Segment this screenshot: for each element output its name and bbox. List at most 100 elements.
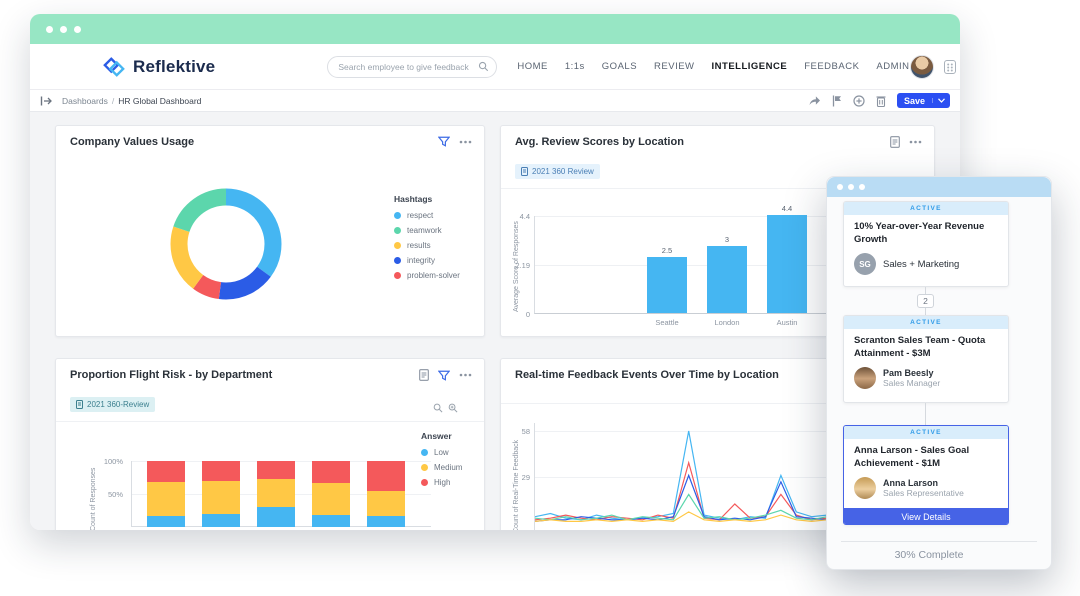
goal-owner-row: Anna Larson Sales Representative <box>844 474 1008 507</box>
dashboard-toolbar: Dashboards / HR Global Dashboard <box>30 90 960 112</box>
more-options-icon[interactable] <box>459 373 472 377</box>
y-tick: 58 <box>521 427 530 436</box>
save-dropdown-caret[interactable] <box>932 98 950 103</box>
window-control-dot[interactable] <box>74 25 81 33</box>
nav-item-review[interactable]: REVIEW <box>654 61 695 72</box>
review-cycle-tag[interactable]: 2021 360 Review <box>515 164 600 179</box>
primary-nav: HOME 1:1s GOALS REVIEW INTELLIGENCE FEED… <box>517 61 909 72</box>
line-series-dark-blue <box>535 473 827 522</box>
window-control-dot[interactable] <box>848 184 854 190</box>
goal-card-revenue-growth[interactable]: ACTIVE 10% Year-over-Year Revenue Growth… <box>843 201 1009 287</box>
window-control-dot[interactable] <box>837 184 843 190</box>
nav-item-home[interactable]: HOME <box>517 61 548 72</box>
window-control-dot[interactable] <box>46 25 53 33</box>
search-input[interactable] <box>327 55 498 78</box>
line-series-red <box>535 460 827 521</box>
goal-card-anna-larson[interactable]: ACTIVE Anna Larson - Sales Goal Achievem… <box>843 425 1009 525</box>
report-doc-icon[interactable] <box>419 369 429 381</box>
more-options-icon[interactable] <box>459 140 472 144</box>
window-control-dot[interactable] <box>60 25 67 33</box>
zoom-out-icon[interactable] <box>433 403 443 413</box>
legend-dot <box>421 464 428 471</box>
segment-medium <box>202 480 240 515</box>
report-doc-icon[interactable] <box>890 136 900 148</box>
nav-item-goals[interactable]: GOALS <box>601 61 638 72</box>
segment-high <box>202 461 240 481</box>
dashboard-content: Company Values Usage Hashtags <box>30 112 960 530</box>
bookmark-flag-icon[interactable] <box>832 95 842 107</box>
trash-icon[interactable] <box>876 95 886 107</box>
values-donut-chart[interactable] <box>164 182 288 306</box>
stacked-bar[interactable] <box>202 461 240 527</box>
nav-item-admin[interactable]: ADMIN <box>876 61 910 72</box>
review-bars: 2.5 Seattle 3 London 4.4 Austin <box>534 204 918 327</box>
add-widget-icon[interactable] <box>853 94 865 107</box>
segment-medium <box>367 490 405 516</box>
goal-card-scranton-quota[interactable]: ACTIVE Scranton Sales Team - Quota Attai… <box>843 315 1009 403</box>
feedback-line-chart[interactable] <box>534 423 827 530</box>
legend-item: problem-solver <box>394 271 460 280</box>
legend-dot <box>394 272 401 279</box>
card-actions <box>438 136 472 147</box>
donut-segment-integrity[interactable] <box>170 188 282 300</box>
divider <box>501 403 934 404</box>
status-badge: ACTIVE <box>844 316 1008 329</box>
filter-icon[interactable] <box>438 136 450 147</box>
nav-item-intelligence[interactable]: INTELLIGENCE <box>711 61 788 72</box>
stacked-bar[interactable] <box>312 461 350 527</box>
search-icon[interactable] <box>478 61 489 72</box>
tag-label: 2021 360-Review <box>87 400 150 409</box>
line-series-yellow <box>535 511 827 523</box>
bar-value-label: 4.4 <box>781 204 793 213</box>
legend-item: High <box>421 478 462 487</box>
divider <box>841 541 1037 542</box>
view-details-button[interactable]: View Details <box>844 508 1008 524</box>
stacked-bar[interactable] <box>367 461 405 527</box>
bar[interactable] <box>647 257 687 313</box>
share-icon[interactable] <box>808 95 821 106</box>
goal-title: Anna Larson - Sales Goal Achievement - $… <box>854 445 970 469</box>
brand-name: Reflektive <box>133 56 216 76</box>
window-titlebar <box>30 14 960 44</box>
save-button[interactable]: Save <box>896 93 950 108</box>
segment-medium <box>312 483 350 516</box>
review-cycle-tag[interactable]: 2021 360-Review <box>70 397 156 412</box>
y-tick: 29 <box>521 473 530 482</box>
legend-label: High <box>434 478 451 487</box>
hashtags-legend: Hashtags respect teamwork results <box>394 194 460 286</box>
stacked-bar[interactable] <box>257 461 295 527</box>
bar-column-Seattle[interactable]: 2.5 Seattle <box>647 193 687 327</box>
panel-body: ACTIVE 10% Year-over-Year Revenue Growth… <box>827 197 1051 569</box>
nav-item-1on1s[interactable]: 1:1s <box>564 61 585 72</box>
breadcrumb-dashboards-link[interactable]: Dashboards <box>62 95 108 106</box>
legend-label: problem-solver <box>407 271 460 280</box>
collapse-sidebar-icon[interactable] <box>40 96 52 106</box>
y-tick: 100% <box>103 457 123 466</box>
window-control-dot[interactable] <box>859 184 865 190</box>
zoom-in-icon[interactable] <box>448 403 458 413</box>
filter-icon[interactable] <box>438 370 450 381</box>
bar-column-Austin[interactable]: 4.4 Austin <box>767 193 807 327</box>
segment-high <box>312 461 350 484</box>
legend-item: teamwork <box>394 226 460 235</box>
card-flight-risk: Proportion Flight Risk - by Department 2… <box>55 358 485 530</box>
donut-segment-results[interactable] <box>170 188 282 300</box>
legend-title: Answer <box>421 431 452 441</box>
bar[interactable] <box>767 215 807 313</box>
segment-high <box>257 461 295 479</box>
y-tick: 0 <box>525 310 530 319</box>
nav-item-feedback[interactable]: FEEDBACK <box>804 61 860 72</box>
panel-titlebar <box>827 177 1051 197</box>
bar-value-label: 2.5 <box>661 246 673 255</box>
donut-segment-teamwork[interactable] <box>170 188 282 300</box>
bar-column-London[interactable]: 3 London <box>707 193 747 327</box>
user-avatar[interactable] <box>909 54 934 79</box>
bar[interactable] <box>707 246 747 313</box>
legend-dot <box>421 449 428 456</box>
stacked-bar[interactable] <box>147 461 185 527</box>
brand[interactable]: Reflektive <box>103 56 215 78</box>
apps-grid-icon[interactable] <box>943 59 956 74</box>
more-options-icon[interactable] <box>909 140 922 144</box>
segment-high <box>147 461 185 483</box>
legend-item: results <box>394 241 460 250</box>
